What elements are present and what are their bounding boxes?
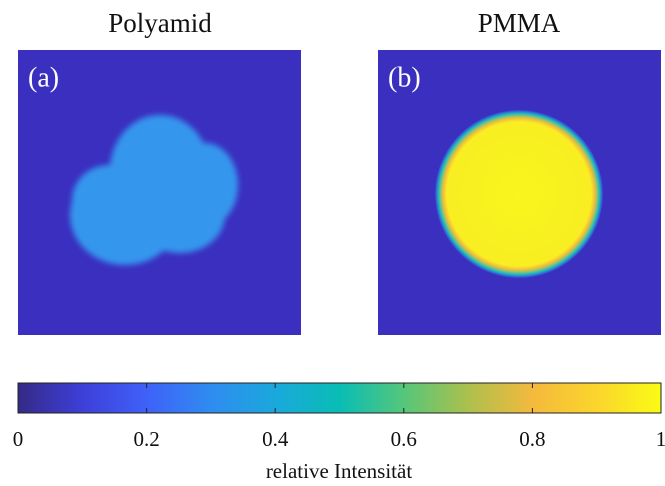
figure: Polyamid PMMA (a) (b) relative Intensitä… [0, 0, 665, 486]
colorbar-label: relative Intensität [266, 459, 413, 483]
tick-label: 1 [656, 427, 665, 451]
panel-label: (a) [28, 62, 59, 93]
tick-label: 0.2 [133, 427, 159, 451]
panel-title: PMMA [478, 8, 561, 38]
colorbar [18, 383, 661, 413]
tick-label: 0 [13, 427, 24, 451]
image-a: (a) [18, 50, 301, 335]
tick-label: 0.4 [262, 427, 289, 451]
panel-label: (b) [388, 62, 421, 93]
image-b: (b) [378, 50, 661, 335]
tick-label: 0.6 [391, 427, 417, 451]
panel-title: Polyamid [108, 8, 212, 38]
tick-label: 0.8 [519, 427, 545, 451]
